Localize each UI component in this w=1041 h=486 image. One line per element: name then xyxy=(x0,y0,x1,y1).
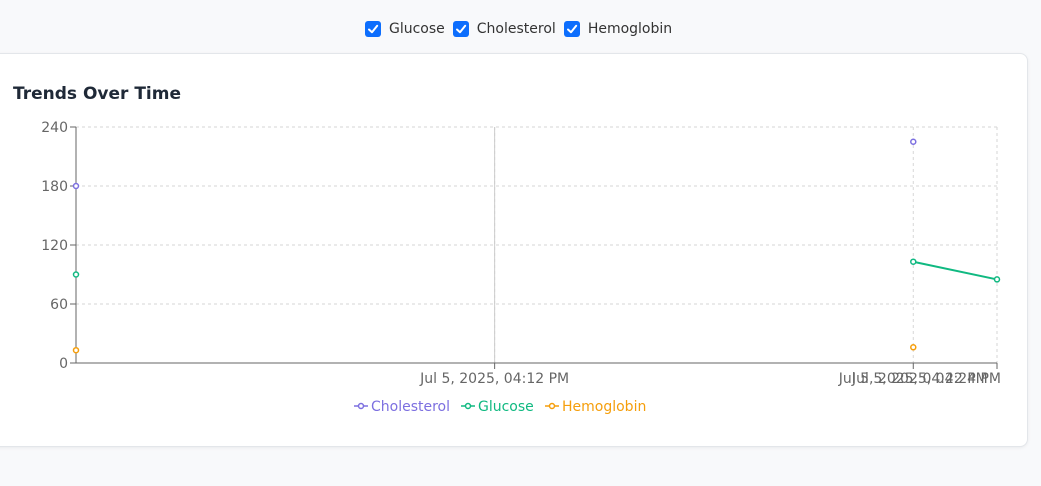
y-tick-label: 120 xyxy=(41,238,68,254)
filter-cholesterol[interactable]: Cholesterol xyxy=(452,21,556,37)
cholesterol-checkbox[interactable] xyxy=(452,21,469,37)
glucose-checkbox[interactable] xyxy=(365,21,381,37)
y-tick-label: 180 xyxy=(41,179,68,195)
filter-label: Cholesterol xyxy=(476,21,556,37)
legend-hemoglobin-marker xyxy=(548,402,556,410)
y-tick-label: 0 xyxy=(59,356,68,372)
x-tick-label: Jul 5, 2025, 04:22 PM xyxy=(838,371,988,387)
checkmark-icon xyxy=(455,24,466,34)
legend-cholesterol-marker xyxy=(357,402,365,410)
filter-label: Hemoglobin xyxy=(587,21,673,37)
y-tick-label: 60 xyxy=(50,297,68,313)
trends-card: Trends Over Time xyxy=(0,53,1028,447)
filter-label: Glucose xyxy=(389,21,445,37)
glucose-point xyxy=(993,276,1001,283)
checkmark-icon xyxy=(368,24,379,34)
filter-glucose[interactable]: Glucose xyxy=(365,21,445,37)
card-title: Trends Over Time xyxy=(13,84,181,104)
hemoglobin-checkbox[interactable] xyxy=(563,21,580,37)
legend-glucose-label: Glucose xyxy=(478,399,534,415)
checkmark-icon xyxy=(566,24,578,34)
cholesterol-point xyxy=(910,138,917,145)
legend-cholesterol-label: Cholesterol xyxy=(371,399,450,415)
glucose-point xyxy=(910,258,917,265)
glucose-point xyxy=(72,271,80,278)
glucose-line xyxy=(913,260,998,281)
hemoglobin-point xyxy=(72,346,80,354)
y-tick-label: 240 xyxy=(41,120,68,136)
series-filters: Glucose Cholesterol Hemoglobin xyxy=(365,21,680,37)
filter-hemoglobin[interactable]: Hemoglobin xyxy=(563,21,673,37)
cholesterol-point xyxy=(72,182,80,190)
x-tick-label: Jul 5, 2025, 04:24 PM xyxy=(851,371,1001,387)
x-tick-label: Jul 5, 2025, 04:12 PM xyxy=(419,371,569,387)
legend-hemoglobin-label: Hemoglobin xyxy=(562,399,646,415)
hemoglobin-point xyxy=(910,344,917,351)
legend-glucose-marker xyxy=(464,402,472,410)
